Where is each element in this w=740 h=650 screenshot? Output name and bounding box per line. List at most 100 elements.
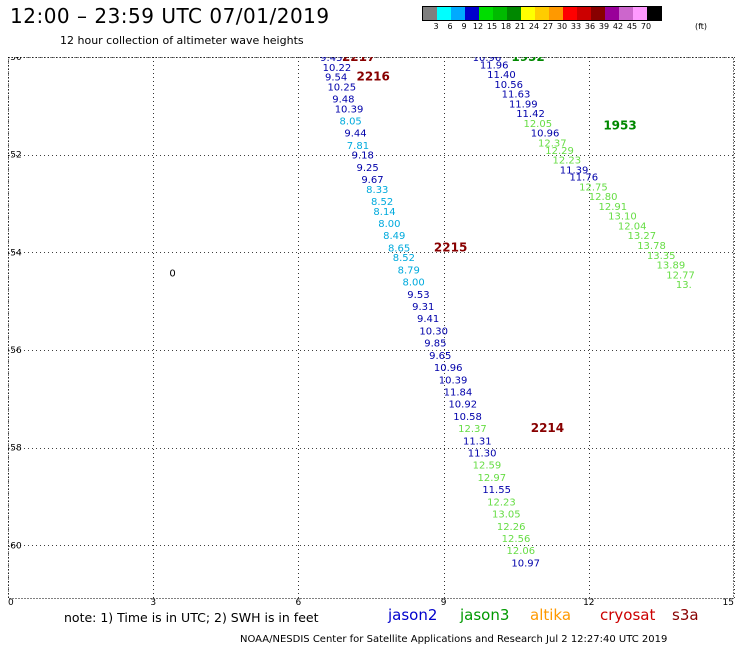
swh-observation: 12.59 [473,461,502,472]
swh-observation: 10.58 [453,412,482,423]
color-swatch [465,7,479,20]
swh-observation: 12.29 [545,146,574,157]
swh-observation: 8.49 [383,231,405,242]
swh-observation: 9.48 [332,95,354,106]
x-tick-label: 9 [441,598,447,607]
swh-observation: 11.96 [480,60,509,71]
x-tick-label: 3 [150,598,156,607]
note-text: note: 1) Time is in UTC; 2) SWH is in fe… [64,610,319,625]
swh-observation: 10.39 [439,375,468,386]
wave-height-map: 0 3 6 9 12 15-50-52-54-56-58-60 0 9.4510.229.… [8,57,735,607]
observations-layer: 9.4510.229.5410.259.4810.398.059.447.819… [320,57,695,569]
color-scale-tick-label: 6 [447,22,453,31]
color-swatch [423,7,437,20]
swh-observation: 13.10 [608,212,637,223]
y-tick-label: -56 [8,346,22,356]
swh-observation: 13.89 [657,261,686,272]
mission-cryosat: cryosat [600,606,656,624]
swh-observation: 12.05 [523,119,552,130]
mission-jason3: jason3 [460,606,510,624]
y-tick-label: -50 [8,57,22,63]
swh-observation: 11.63 [502,90,531,101]
swh-observation: 11.99 [509,99,538,110]
swh-observation: 12.75 [579,182,608,193]
swh-observation: 11.42 [516,109,545,120]
color-swatch [493,7,507,20]
color-swatch [521,7,535,20]
swh-observation: 12.91 [598,202,627,213]
swh-observation: 12.37 [538,138,567,149]
color-swatch [507,7,521,20]
page-title: 12:00 – 23:59 UTC 07/01/2019 [10,4,330,28]
swh-observation: 12.23 [487,497,516,508]
swh-observation: 8.05 [340,116,362,127]
swh-observation: 13.27 [628,231,657,242]
color-swatch [437,7,451,20]
y-tick-label: -60 [8,541,22,551]
color-scale-tick-label: 12 [472,22,484,31]
color-scale-tick-label: 27 [542,22,554,31]
swh-observation: 8.00 [378,219,400,230]
swh-observation: 10.96 [531,129,560,140]
swh-observation: 10.96 [434,363,463,374]
color-scale-bar [422,6,662,21]
swh-observation: 12.80 [589,192,618,203]
color-swatch [647,7,661,20]
swh-observation: 7.81 [347,141,369,152]
swh-observation: 12.23 [553,156,582,167]
y-tick-label: -54 [8,248,22,258]
swh-observation: 12.26 [497,522,526,533]
swh-observation: 8.33 [366,185,388,196]
swh-observation: 12.06 [507,546,536,557]
swh-observation: 10.97 [511,558,540,569]
map-grid [8,57,735,599]
color-swatch [633,7,647,20]
color-scale-tick-label: 30 [556,22,568,31]
pass-number-label: 2214 [531,421,564,435]
swh-observation: 10.30 [419,326,448,337]
swh-observation: 11.40 [487,70,516,81]
page-subtitle: 12 hour collection of altimeter wave hei… [60,34,304,47]
color-scale-tick-label: 36 [584,22,596,31]
swh-observation: 10.56 [494,80,523,91]
color-swatch [605,7,619,20]
swh-observation: 8.52 [371,197,393,208]
swh-observation: 9.31 [412,302,434,313]
swh-observation: 11.84 [444,387,473,398]
swh-observation: 9.67 [361,175,383,186]
pass-labels-layer: 2217 2216 2215 2214 1952 1953 [342,57,637,435]
swh-observation: 12.37 [458,424,487,435]
swh-observation: 12.97 [477,473,506,484]
pass-number-label: 2216 [356,70,389,84]
swh-observation: 11.55 [482,485,511,496]
y-tick-label: -52 [8,151,22,161]
x-tick-label: 0 [8,598,14,607]
y-tick-label: -58 [8,444,22,454]
swh-observation: 9.41 [417,314,439,325]
x-tick-label: 6 [296,598,302,607]
swh-observation: 13.35 [647,251,676,262]
swh-observation: 11.39 [560,165,589,176]
swh-observation: 10.92 [448,400,477,411]
swh-observation: 10.22 [323,63,352,74]
swh-observation: 12.77 [666,270,695,281]
swh-observation: 13. [676,280,692,291]
swh-observation: 9.54 [325,73,347,84]
swh-observation: 10.25 [327,82,356,93]
swh-observation: 10.96 [473,57,502,64]
swh-observation: 8.52 [393,253,415,264]
swh-observation: 8.79 [398,265,420,276]
swh-observation: 9.53 [407,290,429,301]
swh-observation: 9.85 [424,339,446,350]
swh-observation: 12.56 [502,534,531,545]
contour-label: 0 [169,269,175,280]
color-swatch [591,7,605,20]
color-scale-unit: (ft) [695,22,708,31]
swh-observation: 10.39 [335,104,364,115]
swh-observation: 8.00 [402,278,424,289]
color-swatch [535,7,549,20]
x-tick-label: 15 [723,598,734,607]
mission-jason2: jason2 [388,606,438,624]
color-swatch [577,7,591,20]
swh-observation: 8.65 [388,243,410,254]
